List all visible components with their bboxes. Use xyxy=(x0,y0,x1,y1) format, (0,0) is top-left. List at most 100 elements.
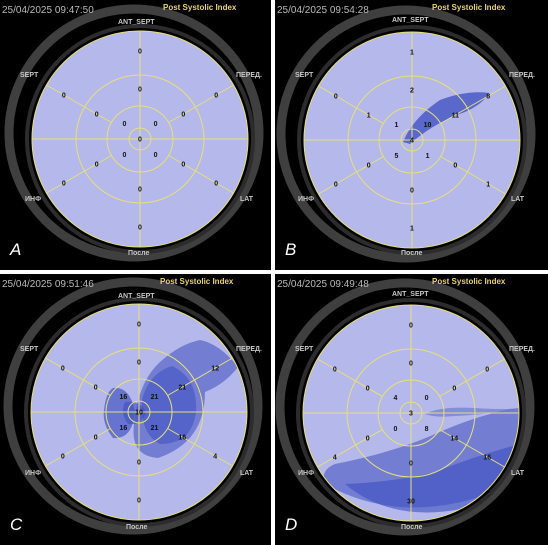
outer-segment-value: 0 xyxy=(334,182,338,189)
outer-segment-value: 0 xyxy=(485,367,489,374)
segment-divider xyxy=(46,84,112,123)
inner-rim xyxy=(297,25,527,255)
outer-segment-value: 8 xyxy=(486,94,490,101)
middle-segment-value: 0 xyxy=(366,436,370,443)
middle-segment-value: 0 xyxy=(453,163,457,170)
middle-segment-value: 0 xyxy=(94,385,98,392)
outer-rim xyxy=(276,5,536,263)
timestamp: 25/04/2025 09:54:28 xyxy=(277,5,369,16)
segment-divider xyxy=(318,156,384,195)
label-sept: SEPT xyxy=(20,72,39,79)
outer-rim xyxy=(275,278,535,536)
outer-segment-value: 0 xyxy=(409,323,413,330)
middle-segment-value: 0 xyxy=(409,461,413,468)
inner-rim xyxy=(25,24,255,254)
panel-a: 0 0 0 0 0 0 0 0 0 0 0 0 0 0 0 0 0 25/04/2025 09:47:50 Po… xyxy=(0,0,271,270)
outer-segment-value: 30 xyxy=(407,499,415,506)
inner-segment-value: 16 xyxy=(120,394,128,401)
outer-segment-value: 0 xyxy=(138,225,142,232)
label-ant-sept: ANT_SEPT xyxy=(392,291,429,298)
timestamp: 25/04/2025 09:51:46 xyxy=(2,279,94,290)
outer-segment-value: 4 xyxy=(213,454,217,461)
middle-segment-value: 0 xyxy=(137,460,141,467)
outer-segment-value: 4 xyxy=(333,455,337,462)
outer-segment-value: 0 xyxy=(62,181,66,188)
outer-segment-value: 0 xyxy=(334,94,338,101)
apex-value: 10 xyxy=(135,410,143,417)
middle-segment-value: 0 xyxy=(94,435,98,442)
outer-segment-value: 0 xyxy=(333,367,337,374)
inner-rim xyxy=(24,297,254,527)
label-inf: ИНФ xyxy=(25,470,42,477)
label-lat: LAT xyxy=(511,196,525,203)
label-pered: ПЕРЕД. xyxy=(509,72,535,79)
panel-d: 0 0 16 30 4 0 0 0 14 0 0 0 0 8 0 4 3 25/04/2025 09:49:48… xyxy=(275,274,548,545)
highlight-region xyxy=(345,444,519,513)
panel-label: A xyxy=(10,240,22,259)
bullseye-c: 0 12 4 0 0 0 0 21 16 0 0 0 21 21 16 16 10 xyxy=(3,277,263,535)
label-lat: LAT xyxy=(511,470,525,477)
inner-segment-value: 5 xyxy=(394,153,398,160)
middle-segment-value: 0 xyxy=(366,386,370,393)
outer-segment-value: 0 xyxy=(214,93,218,100)
middle-segment-value: 11 xyxy=(452,113,460,120)
timestamp: 25/04/2025 09:49:48 xyxy=(277,279,369,290)
apex-value: 4 xyxy=(410,138,414,145)
outer-segment-value: 0 xyxy=(137,322,141,329)
label-sept: SEPT xyxy=(295,72,314,79)
outer-segment-value: 1 xyxy=(486,182,490,189)
chart-title: Post Systolic Index xyxy=(432,3,506,12)
panel-label: D xyxy=(285,515,298,534)
outer-segment-value: 16 xyxy=(483,455,491,462)
inner-segment-value: 0 xyxy=(154,121,158,128)
outer-segment-value: 0 xyxy=(138,49,142,56)
middle-segment-value: 0 xyxy=(95,162,99,169)
label-lat: LAT xyxy=(240,470,254,477)
outer-rim xyxy=(3,277,263,535)
label-pered: ПЕРЕД. xyxy=(236,346,262,353)
inner-segment-value: 0 xyxy=(122,152,126,159)
inner-segment-value: 21 xyxy=(151,394,159,401)
inner-segment-value: 16 xyxy=(120,425,128,432)
outer-segment-value: 1 xyxy=(410,226,414,233)
inner-segment-value: 10 xyxy=(424,122,432,129)
label-ant-sept: ANT_SEPT xyxy=(392,17,429,24)
middle-segment-value: 0 xyxy=(137,360,141,367)
label-sept: SEPT xyxy=(295,346,314,353)
panel-label: C xyxy=(10,515,23,534)
middle-segment-value: 0 xyxy=(138,87,142,94)
middle-segment-value: 0 xyxy=(452,386,456,393)
apex-circle xyxy=(128,127,152,151)
outer-segment-value: 0 xyxy=(62,93,66,100)
segment-divider xyxy=(317,358,383,397)
label-inf: ИНФ xyxy=(25,196,42,203)
inner-segment-value: 0 xyxy=(393,426,397,433)
chart-title: Post Systolic Index xyxy=(160,277,234,286)
inner-segment-value: 1 xyxy=(426,153,430,160)
apex-circle xyxy=(399,401,423,425)
segment-divider xyxy=(439,358,505,397)
segment-divider xyxy=(440,85,506,124)
label-posle: После xyxy=(401,250,423,257)
outer-segment-value: 1 xyxy=(410,50,414,57)
label-ant-sept: ANT_SEPT xyxy=(118,293,155,300)
label-pered: ПЕРЕД. xyxy=(509,346,535,353)
inner-segment-value: 21 xyxy=(151,425,159,432)
middle-segment-value: 1 xyxy=(367,113,371,120)
segment-divider xyxy=(167,357,233,396)
middle-segment-value: 0 xyxy=(181,162,185,169)
middle-segment-value: 0 xyxy=(409,361,413,368)
middle-segment-value: 2 xyxy=(410,88,414,95)
panel-label: B xyxy=(285,240,297,259)
panel-b: 1 8 1 1 0 0 2 11 0 0 0 1 10 1 5 1 4 25/04/2025 09:54:28 … xyxy=(275,0,548,270)
segment-divider xyxy=(439,429,505,468)
inner-segment-value: 0 xyxy=(154,152,158,159)
outer-segment-value: 0 xyxy=(137,498,141,505)
segment-divider xyxy=(168,84,234,123)
label-posle: После xyxy=(401,524,423,531)
segment-divider xyxy=(168,155,234,194)
middle-segment-value: 0 xyxy=(181,112,185,119)
middle-segment-value: 0 xyxy=(410,188,414,195)
middle-segment-value: 21 xyxy=(178,385,186,392)
timestamp: 25/04/2025 09:47:50 xyxy=(2,5,94,16)
